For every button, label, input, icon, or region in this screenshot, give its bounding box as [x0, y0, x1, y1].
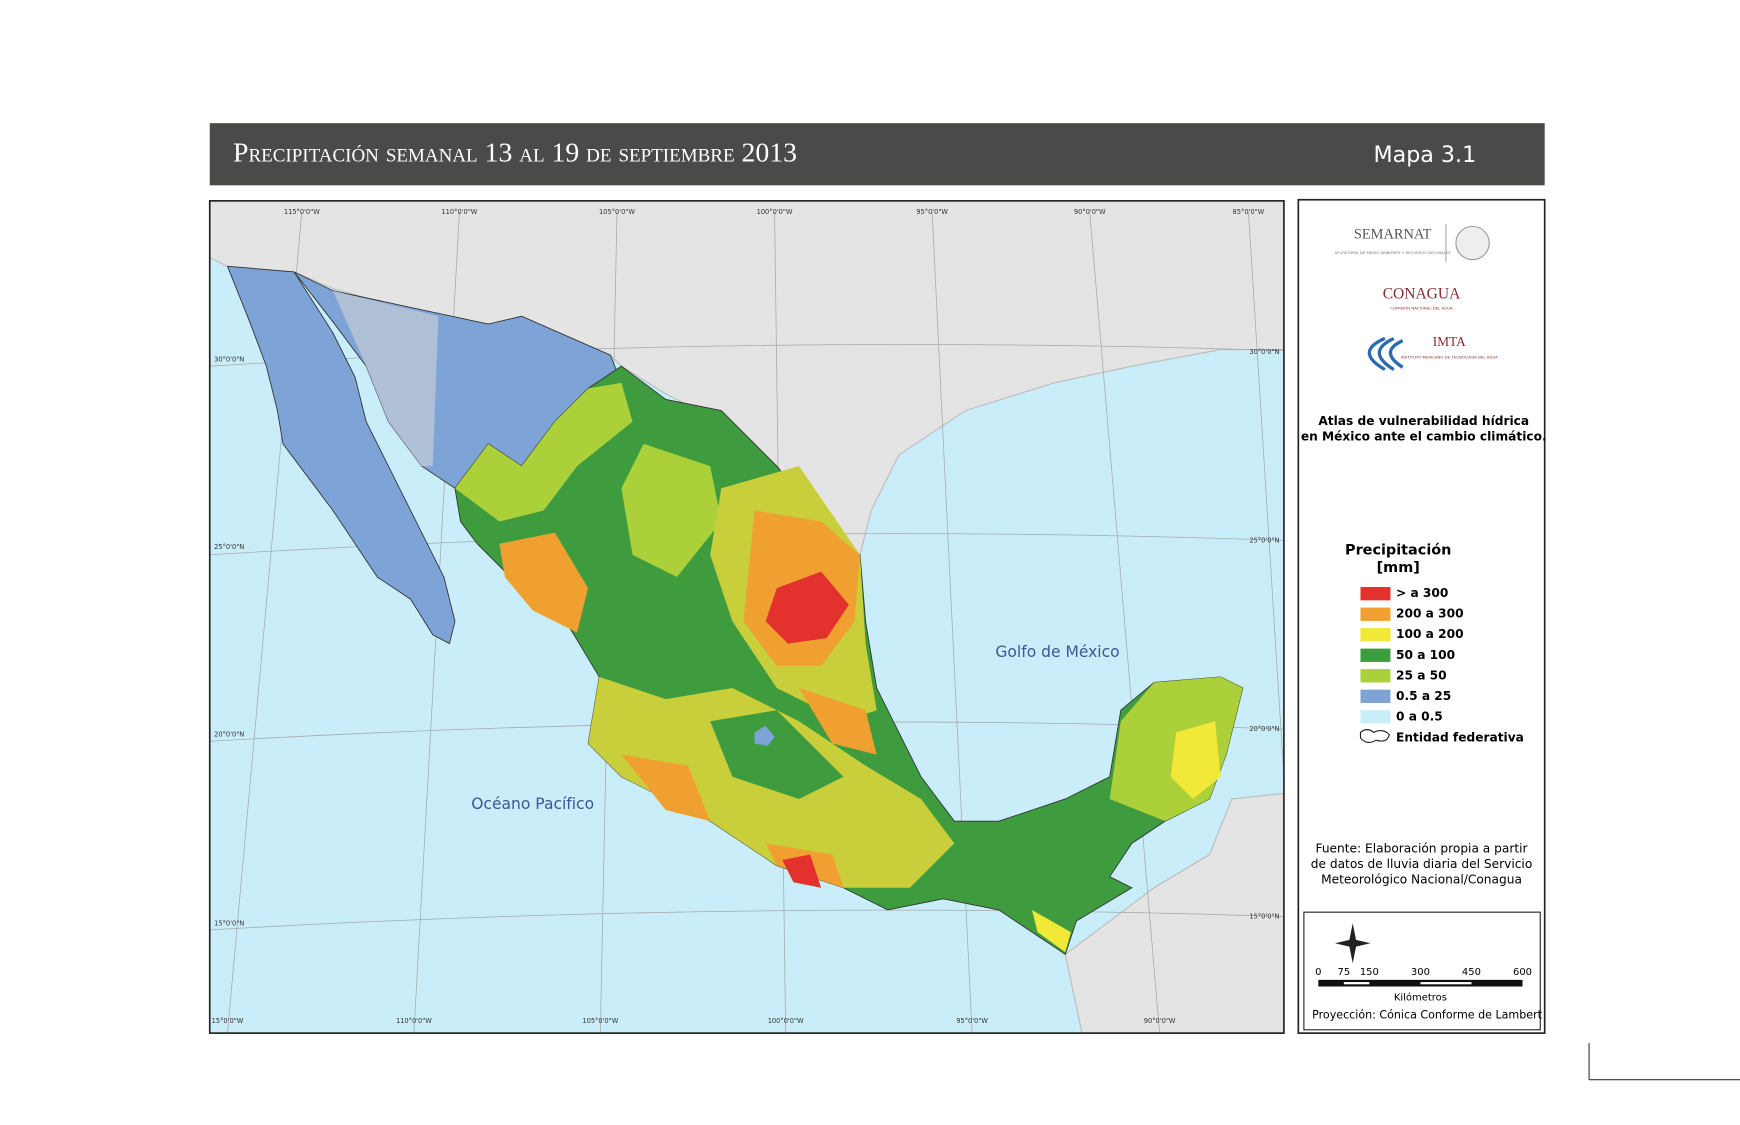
logo-imta-sub: INSTITUTO MEXICANO DE TECNOLOGÍA DEL AGU… — [1401, 354, 1498, 359]
legend-swatch — [1360, 587, 1391, 601]
scale-tick-label: 75 — [1337, 967, 1350, 978]
scale-tick-label: 0 — [1315, 967, 1321, 978]
graticule-label: 110°0'0"W — [441, 208, 477, 216]
boundary-icon — [1359, 729, 1390, 744]
legend-label: 25 a 50 — [1396, 668, 1447, 682]
north-arrow — [1334, 923, 1371, 964]
scale-tick-label: 600 — [1513, 967, 1532, 978]
legend-swatch — [1360, 648, 1391, 662]
graticule-label: 100°0'0"W — [768, 1017, 804, 1025]
graticule-label: 25°0'0"N — [1249, 536, 1279, 544]
graticule-label: 100°0'0"W — [757, 208, 793, 216]
legend-swatch — [1360, 669, 1391, 683]
legend-swatch — [1360, 628, 1391, 642]
legend-title: Precipitación — [1345, 542, 1451, 558]
logo-conagua: CONAGUA — [1383, 286, 1461, 303]
legend-swatch — [1360, 689, 1391, 703]
logo-semarnat: SEMARNAT — [1354, 227, 1432, 243]
logo-conagua-sub: COMISIÓN NACIONAL DEL AGUA — [1390, 305, 1453, 310]
legend-label: 100 a 200 — [1396, 627, 1464, 641]
scale-tick-label: 150 — [1360, 967, 1379, 978]
source-text: Meteorológico Nacional/Conagua — [1321, 872, 1522, 886]
graticule-label: 115°0'0"W — [284, 208, 320, 216]
legend: > a 300 200 a 300 100 a 200 50 a 100 25 a 50… — [1360, 586, 1464, 724]
north-dry — [332, 290, 439, 467]
atlas-text: Atlas de vulnerabilidad hídrica — [1318, 414, 1529, 428]
graticule-label: 20°0'0"N — [1249, 725, 1279, 733]
graticule-label: 85°0'0"W — [1233, 208, 1265, 216]
scale-box — [1303, 911, 1541, 1031]
graticule-label: 105°0'0"W — [582, 1017, 618, 1025]
scale-segment — [1343, 982, 1370, 985]
scale-tick-label: 450 — [1462, 967, 1481, 978]
graticule-label: 30°0'0"N — [214, 356, 244, 364]
graticule-label: 90°0'0"W — [1144, 1017, 1176, 1025]
scale-unit: Kilómetros — [1394, 992, 1447, 1004]
header-bar — [209, 123, 1545, 186]
legend-label: 0 a 0.5 — [1396, 709, 1443, 723]
title: Precipitación semanal 13 al 19 de septie… — [233, 138, 797, 169]
logo-seal — [1455, 225, 1490, 261]
precipitation-zones — [454, 382, 1243, 953]
logo-imta: IMTA — [1433, 334, 1466, 349]
legend-swatch — [1360, 710, 1391, 724]
side-panel — [1297, 198, 1546, 1034]
source-text: Fuente: Elaboración propia a partir — [1315, 841, 1528, 855]
legend-title: [mm] — [1377, 560, 1420, 576]
graticule-label: 20°0'0"N — [214, 731, 244, 739]
graticule-label: 15°0'0"N — [214, 919, 244, 927]
boundary-label: Entidad federativa — [1396, 730, 1524, 744]
map-frame — [208, 200, 1285, 1034]
graticule-label: 15°0'0"N — [1249, 913, 1279, 921]
legend-label: > a 300 — [1396, 586, 1448, 600]
legend-label: 50 a 100 — [1396, 648, 1455, 662]
scale-bar: 0 75 150 300 450 600 — [1315, 967, 1532, 987]
ocean-label: Océano Pacífico — [471, 795, 594, 813]
legend-swatch — [1360, 607, 1391, 621]
map-number: Mapa 3.1 — [1373, 142, 1476, 168]
legend-label: 200 a 300 — [1396, 607, 1464, 621]
graticule-label: 25°0'0"N — [214, 543, 244, 551]
graticule-label: 95°0'0"W — [916, 208, 948, 216]
legend-label: 0.5 a 25 — [1396, 689, 1451, 703]
ocean-label: Golfo de México — [995, 643, 1119, 661]
graticule-label: 15°0'0"W — [212, 1017, 244, 1025]
graticule-label: 95°0'0"W — [956, 1017, 988, 1025]
source-text: de datos de lluvia diaria del Servicio — [1311, 857, 1533, 871]
projection: Proyección: Cónica Conforme de Lambert — [1312, 1008, 1542, 1021]
graticule-label: 30°0'0"N — [1249, 348, 1279, 356]
scale-tick-label: 300 — [1411, 967, 1430, 978]
map-layers — [209, 200, 1284, 1034]
atlas-text: en México ante el cambio climático. — [1301, 430, 1547, 444]
graticule-label: 105°0'0"W — [599, 208, 635, 216]
graticule-label: 110°0'0"W — [396, 1017, 432, 1025]
logo-imta-waves — [1367, 336, 1404, 371]
logo-semarnat-sub: SECRETARÍA DE MEDIO AMBIENTE Y RECURSOS … — [1335, 250, 1452, 255]
graticule-label: 90°0'0"W — [1074, 208, 1106, 216]
baja-california — [226, 265, 456, 645]
scale-segment — [1420, 982, 1472, 985]
